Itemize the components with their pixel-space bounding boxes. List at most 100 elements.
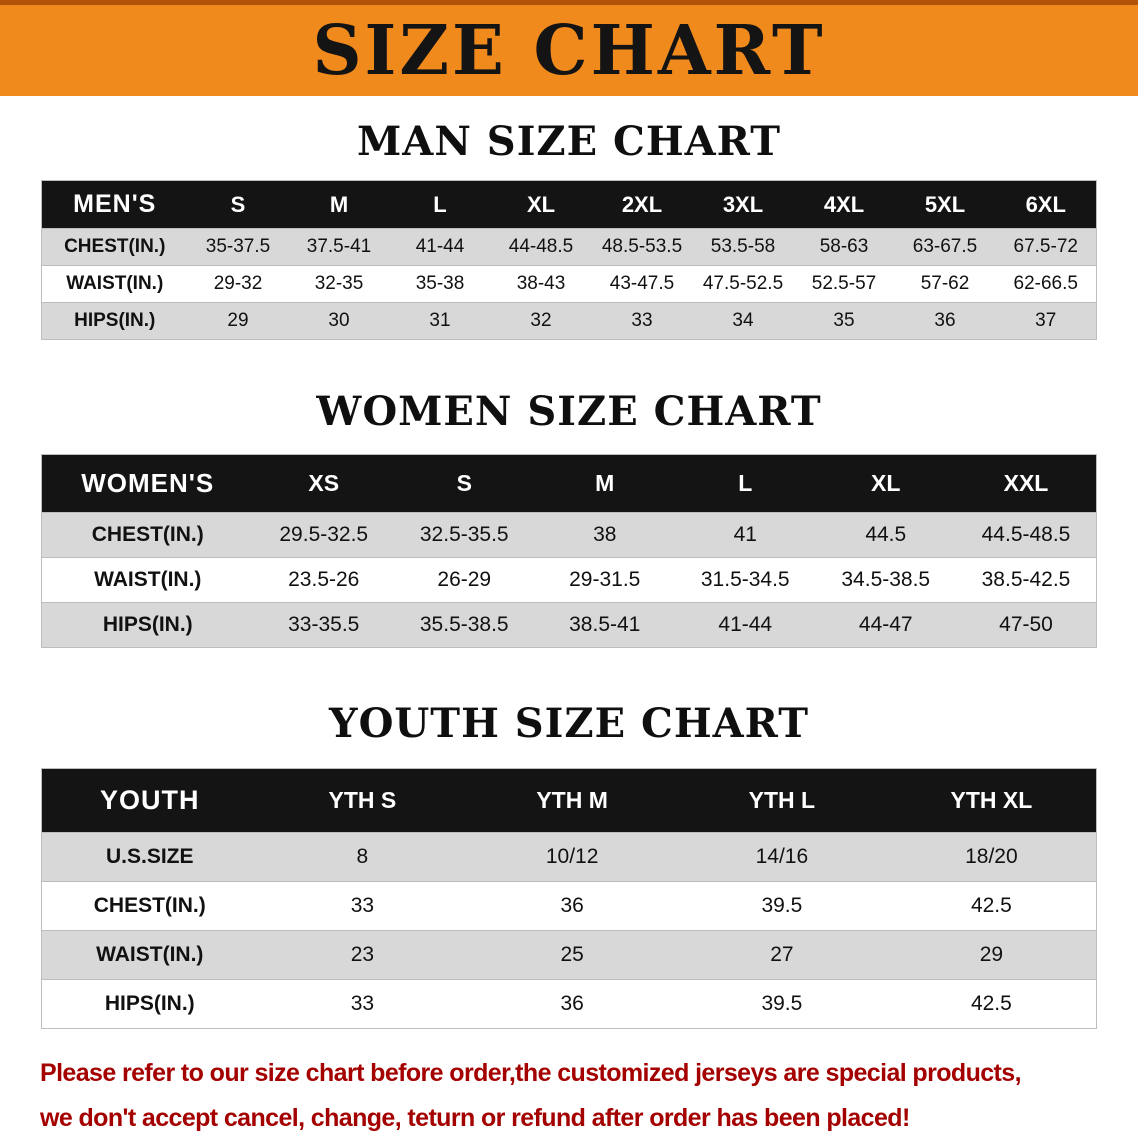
size-value-cell: 47.5-52.5 xyxy=(692,265,794,303)
size-value-cell: 31.5-34.5 xyxy=(675,557,816,603)
size-value-cell: 47-50 xyxy=(956,602,1097,648)
size-value-cell: 35-37.5 xyxy=(187,228,289,266)
size-value-cell: 48.5-53.5 xyxy=(591,228,693,266)
size-value-cell: 18/20 xyxy=(886,832,1097,882)
size-header-cell: M xyxy=(288,180,390,229)
size-value-cell: 62-66.5 xyxy=(995,265,1097,303)
men-size-table: MEN'S S M L XL 2XL 3XL 4XL 5XL 6XL CHEST… xyxy=(41,180,1097,340)
size-value-cell: 10/12 xyxy=(467,832,677,882)
youth-chest-row: CHEST(IN.) 33 36 39.5 42.5 xyxy=(41,881,1097,931)
size-value-cell: 29-32 xyxy=(187,265,289,303)
size-value-cell: 29 xyxy=(886,930,1097,980)
size-value-cell: 39.5 xyxy=(677,979,887,1029)
size-value-cell: 67.5-72 xyxy=(995,228,1097,266)
size-value-cell: 41-44 xyxy=(675,602,816,648)
size-header-cell: 3XL xyxy=(692,180,794,229)
size-header-cell: YTH S xyxy=(257,768,468,833)
women-chest-row: CHEST(IN.) 29.5-32.5 32.5-35.5 38 41 44.… xyxy=(41,512,1097,558)
size-value-cell: 42.5 xyxy=(886,881,1097,931)
size-header-cell: 2XL xyxy=(591,180,693,229)
size-header-cell: XL xyxy=(490,180,592,229)
size-header-cell: S xyxy=(394,454,535,513)
row-label-cell: WAIST(IN.) xyxy=(41,557,254,603)
men-header-label-cell: MEN'S xyxy=(41,180,188,229)
size-value-cell: 26-29 xyxy=(394,557,535,603)
size-value-cell: 38.5-41 xyxy=(534,602,675,648)
women-hips-row: HIPS(IN.) 33-35.5 35.5-38.5 38.5-41 41-4… xyxy=(41,602,1097,648)
size-value-cell: 57-62 xyxy=(894,265,996,303)
size-value-cell: 25 xyxy=(467,930,677,980)
women-size-chart-section: WOMEN SIZE CHART WOMEN'S XS S M L XL XXL… xyxy=(0,390,1138,648)
youth-size-table: YOUTH YTH S YTH M YTH L YTH XL U.S.SIZE … xyxy=(41,768,1097,1029)
notice-line-2: we don't accept cancel, change, teturn o… xyxy=(40,1104,910,1132)
row-label-cell: CHEST(IN.) xyxy=(41,228,188,266)
women-header-row: WOMEN'S XS S M L XL XXL xyxy=(41,454,1097,513)
size-value-cell: 35.5-38.5 xyxy=(394,602,535,648)
size-header-cell: 5XL xyxy=(894,180,996,229)
women-section-heading: WOMEN SIZE CHART xyxy=(316,388,822,435)
row-label-cell: CHEST(IN.) xyxy=(41,512,254,558)
youth-hips-row: HIPS(IN.) 33 36 39.5 42.5 xyxy=(41,979,1097,1029)
women-waist-row: WAIST(IN.) 23.5-26 26-29 29-31.5 31.5-34… xyxy=(41,557,1097,603)
page-title: SIZE CHART xyxy=(312,10,826,91)
size-value-cell: 32-35 xyxy=(288,265,390,303)
notice-line-1: Please refer to our size chart before or… xyxy=(40,1059,1022,1087)
size-value-cell: 42.5 xyxy=(886,979,1097,1029)
women-header-label-cell: WOMEN'S xyxy=(41,454,254,513)
size-header-cell: 4XL xyxy=(793,180,895,229)
size-value-cell: 44-47 xyxy=(815,602,956,648)
size-value-cell: 53.5-58 xyxy=(692,228,794,266)
size-value-cell: 38.5-42.5 xyxy=(956,557,1097,603)
men-waist-row: WAIST(IN.) 29-32 32-35 35-38 38-43 43-47… xyxy=(41,265,1097,303)
size-value-cell: 34 xyxy=(692,302,794,340)
row-label-cell: U.S.SIZE xyxy=(41,832,258,882)
size-value-cell: 29.5-32.5 xyxy=(253,512,394,558)
youth-size-chart-section: YOUTH SIZE CHART YOUTH YTH S YTH M YTH L… xyxy=(0,702,1138,1029)
size-value-cell: 35-38 xyxy=(389,265,491,303)
size-value-cell: 32.5-35.5 xyxy=(394,512,535,558)
size-header-cell: XL xyxy=(815,454,956,513)
size-value-cell: 63-67.5 xyxy=(894,228,996,266)
size-value-cell: 33 xyxy=(591,302,693,340)
size-value-cell: 30 xyxy=(288,302,390,340)
size-value-cell: 14/16 xyxy=(677,832,887,882)
size-value-cell: 23.5-26 xyxy=(253,557,394,603)
men-header-row: MEN'S S M L XL 2XL 3XL 4XL 5XL 6XL xyxy=(41,180,1097,229)
size-value-cell: 23 xyxy=(257,930,468,980)
size-value-cell: 31 xyxy=(389,302,491,340)
size-value-cell: 44-48.5 xyxy=(490,228,592,266)
size-value-cell: 27 xyxy=(677,930,887,980)
size-header-cell: L xyxy=(389,180,491,229)
size-value-cell: 29 xyxy=(187,302,289,340)
size-value-cell: 58-63 xyxy=(793,228,895,266)
row-label-cell: HIPS(IN.) xyxy=(41,302,188,340)
size-value-cell: 41 xyxy=(675,512,816,558)
size-value-cell: 8 xyxy=(257,832,468,882)
size-value-cell: 38-43 xyxy=(490,265,592,303)
youth-waist-row: WAIST(IN.) 23 25 27 29 xyxy=(41,930,1097,980)
size-header-cell: 6XL xyxy=(995,180,1097,229)
size-value-cell: 41-44 xyxy=(389,228,491,266)
size-value-cell: 33-35.5 xyxy=(253,602,394,648)
row-label-cell: HIPS(IN.) xyxy=(41,602,254,648)
size-header-cell: YTH L xyxy=(677,768,887,833)
size-header-cell: L xyxy=(675,454,816,513)
order-notice: Please refer to our size chart before or… xyxy=(40,1051,1138,1132)
size-header-cell: XS xyxy=(253,454,394,513)
size-value-cell: 38 xyxy=(534,512,675,558)
size-value-cell: 36 xyxy=(894,302,996,340)
size-header-cell: XXL xyxy=(956,454,1097,513)
size-header-cell: YTH XL xyxy=(886,768,1097,833)
row-label-cell: CHEST(IN.) xyxy=(41,881,258,931)
size-header-cell: M xyxy=(534,454,675,513)
row-label-cell: WAIST(IN.) xyxy=(41,930,258,980)
youth-us-size-row: U.S.SIZE 8 10/12 14/16 18/20 xyxy=(41,832,1097,882)
row-label-cell: HIPS(IN.) xyxy=(41,979,258,1029)
size-value-cell: 52.5-57 xyxy=(793,265,895,303)
size-value-cell: 35 xyxy=(793,302,895,340)
men-chest-row: CHEST(IN.) 35-37.5 37.5-41 41-44 44-48.5… xyxy=(41,228,1097,266)
size-value-cell: 37.5-41 xyxy=(288,228,390,266)
men-size-chart-section: MAN SIZE CHART MEN'S S M L XL 2XL 3XL 4X… xyxy=(0,120,1138,340)
men-section-heading: MAN SIZE CHART xyxy=(357,118,781,165)
